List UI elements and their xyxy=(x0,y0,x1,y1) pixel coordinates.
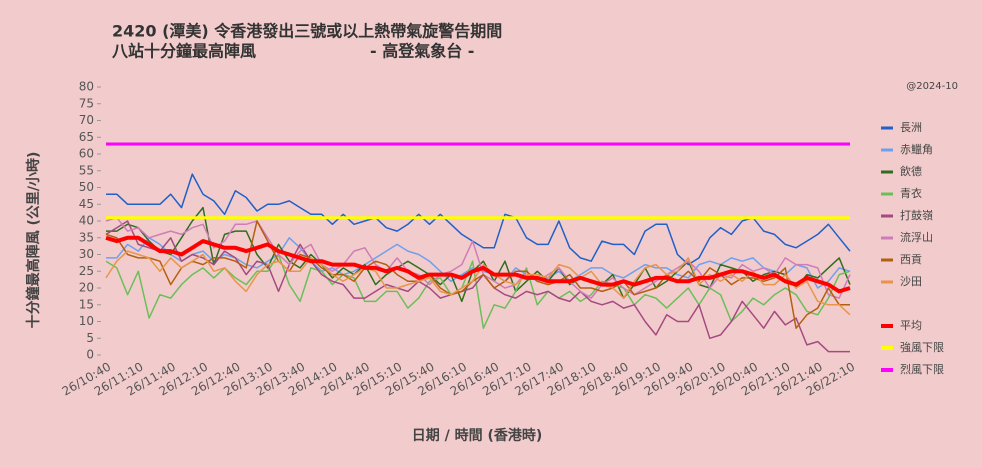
y-tick-label: 0 xyxy=(86,348,94,362)
y-tick-label: 20 xyxy=(79,281,94,295)
legend-label: 飲德 xyxy=(900,164,922,178)
legend-label: 赤鱲角 xyxy=(900,143,933,156)
y-tick-label: 70 xyxy=(79,113,94,127)
series-line xyxy=(106,173,851,266)
stamp: @2024-10 xyxy=(906,81,958,92)
y-tick-label: 65 xyxy=(79,130,94,144)
legend-label: 沙田 xyxy=(900,275,922,288)
y-tick-label: 45 xyxy=(79,197,94,211)
series-line xyxy=(105,235,851,294)
series-line xyxy=(105,253,851,329)
y-tick-label: 80 xyxy=(79,80,94,94)
legend-label: 烈風下限 xyxy=(900,362,944,376)
x-axis-label: 日期 / 時間 (香港時) xyxy=(412,427,543,444)
legend-label: 青衣 xyxy=(900,186,922,200)
y-tick-label: 60 xyxy=(79,147,94,161)
y-tick-label: 50 xyxy=(79,180,94,194)
y-tick-label: 75 xyxy=(79,96,94,110)
legend-label: 西貢 xyxy=(900,253,922,266)
legend-label: 平均 xyxy=(900,319,922,332)
series-line xyxy=(106,206,851,303)
chart-title: 2420 (潭美) 令香港發出三號或以上熱帶氣旋警告期間 xyxy=(112,22,502,41)
y-tick-label: 30 xyxy=(79,247,94,261)
legend-label: 長洲 xyxy=(900,121,922,134)
chart-source: - 高登氣象台 - xyxy=(370,42,474,61)
series-line xyxy=(105,250,851,316)
series-line xyxy=(105,220,850,329)
y-tick-label: 10 xyxy=(79,314,94,328)
legend-label: 流浮山 xyxy=(900,230,933,244)
y-tick-label: 55 xyxy=(79,163,94,177)
y-tick-label: 15 xyxy=(79,297,94,311)
y-tick-label: 5 xyxy=(86,331,94,345)
y-tick-label: 35 xyxy=(79,230,94,244)
y-axis-label: 十分鐘最高陣風 (公里/小時) xyxy=(25,152,42,329)
series-line xyxy=(105,220,850,353)
legend-label: 強風下限 xyxy=(900,341,944,354)
legend-label: 打鼓嶺 xyxy=(900,208,933,222)
chart-subtitle: 八站十分鐘最高陣風 xyxy=(111,42,256,61)
y-tick-label: 40 xyxy=(79,214,94,228)
y-tick-label: 25 xyxy=(79,264,94,278)
series-line xyxy=(105,216,851,299)
